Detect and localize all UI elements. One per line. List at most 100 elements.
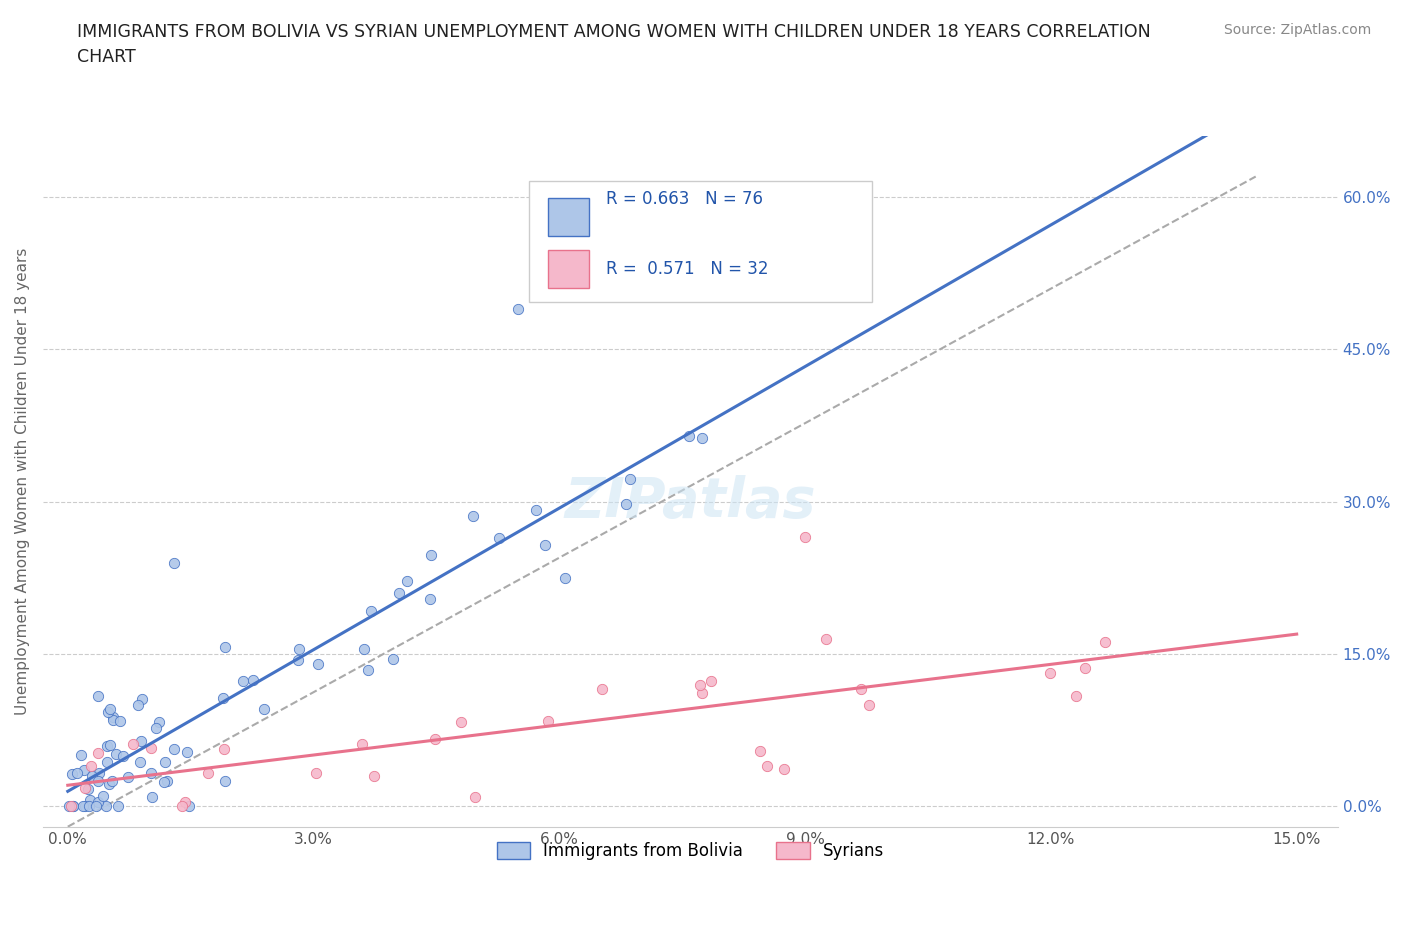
Point xyxy=(129,754,152,769)
Point xyxy=(360,604,382,618)
Point xyxy=(62,799,84,814)
Point xyxy=(533,538,555,552)
Point xyxy=(214,774,236,789)
FancyBboxPatch shape xyxy=(548,250,589,288)
Point xyxy=(145,721,167,736)
Point xyxy=(72,763,94,777)
Point xyxy=(62,799,84,814)
Point xyxy=(794,530,817,545)
Point xyxy=(214,742,236,757)
Point xyxy=(419,591,441,606)
Point xyxy=(749,743,772,758)
Point xyxy=(94,799,117,814)
Point xyxy=(357,663,380,678)
Point xyxy=(307,656,329,671)
Point xyxy=(174,794,197,809)
FancyBboxPatch shape xyxy=(529,180,872,301)
Point xyxy=(352,737,374,751)
Point xyxy=(858,698,880,712)
Point xyxy=(179,798,201,813)
Point xyxy=(122,737,145,751)
Point xyxy=(69,748,91,763)
Point xyxy=(690,431,713,445)
Legend: Immigrants from Bolivia, Syrians: Immigrants from Bolivia, Syrians xyxy=(489,835,891,867)
Point xyxy=(755,759,778,774)
Point xyxy=(1064,689,1087,704)
Point xyxy=(89,766,111,781)
Point xyxy=(287,652,309,667)
Point xyxy=(108,714,131,729)
Point xyxy=(131,692,153,707)
Point xyxy=(112,749,135,764)
Point xyxy=(96,754,118,769)
Point xyxy=(87,774,110,789)
Text: Source: ZipAtlas.com: Source: ZipAtlas.com xyxy=(1223,23,1371,37)
Point xyxy=(66,766,89,781)
Point xyxy=(163,555,186,570)
Point xyxy=(98,737,121,752)
Point xyxy=(382,652,405,667)
Point xyxy=(388,585,411,600)
Point xyxy=(488,531,510,546)
Point xyxy=(537,713,560,728)
Point xyxy=(58,799,80,814)
Point xyxy=(107,799,129,814)
Point xyxy=(232,673,254,688)
Point xyxy=(141,790,163,804)
Point xyxy=(84,799,107,814)
Point xyxy=(689,677,711,692)
Point xyxy=(98,702,121,717)
Point xyxy=(103,710,125,724)
Point xyxy=(176,744,198,759)
Point xyxy=(1094,634,1116,649)
Point xyxy=(461,509,484,524)
Point xyxy=(363,769,385,784)
Point xyxy=(98,777,121,791)
Point xyxy=(678,428,700,443)
Point xyxy=(170,799,193,814)
Y-axis label: Unemployment Among Women with Children Under 18 years: Unemployment Among Women with Children U… xyxy=(15,247,30,715)
Point xyxy=(77,799,100,814)
Point xyxy=(849,682,872,697)
Point xyxy=(79,793,101,808)
Text: ZIPatlas: ZIPatlas xyxy=(565,475,815,529)
Point xyxy=(464,790,486,804)
Point xyxy=(163,741,186,756)
Point xyxy=(253,701,276,716)
Point xyxy=(105,747,128,762)
Point xyxy=(96,738,118,753)
Point xyxy=(86,794,108,809)
Point xyxy=(77,782,100,797)
Point xyxy=(242,672,264,687)
Point xyxy=(619,472,641,486)
Point xyxy=(87,688,110,703)
Point xyxy=(156,774,179,789)
Point xyxy=(815,631,838,646)
Point xyxy=(155,754,177,769)
Point xyxy=(97,704,120,719)
Point xyxy=(73,799,96,814)
Point xyxy=(80,759,103,774)
Point xyxy=(396,573,419,588)
Point xyxy=(508,301,530,316)
Point xyxy=(450,714,472,729)
Point xyxy=(423,732,446,747)
Point xyxy=(197,765,219,780)
Point xyxy=(591,682,613,697)
Point xyxy=(101,774,124,789)
Point xyxy=(526,503,548,518)
Point xyxy=(103,712,125,727)
Point xyxy=(699,674,721,689)
Point xyxy=(353,642,375,657)
Point xyxy=(419,548,441,563)
Point xyxy=(214,639,236,654)
Point xyxy=(1039,666,1062,681)
Point xyxy=(287,641,309,656)
Point xyxy=(554,570,576,585)
Text: IMMIGRANTS FROM BOLIVIA VS SYRIAN UNEMPLOYMENT AMONG WOMEN WITH CHILDREN UNDER 1: IMMIGRANTS FROM BOLIVIA VS SYRIAN UNEMPL… xyxy=(77,23,1152,66)
Point xyxy=(117,770,139,785)
Point xyxy=(131,734,153,749)
Point xyxy=(152,775,174,790)
Point xyxy=(212,690,235,705)
Point xyxy=(60,766,83,781)
